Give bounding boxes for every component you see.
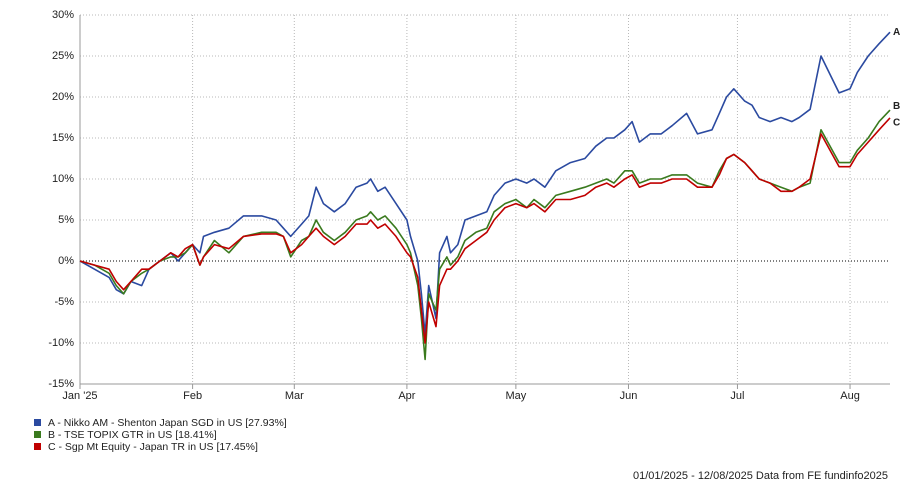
x-tick-label: May	[505, 390, 526, 402]
end-label: C	[893, 118, 900, 129]
y-tick-label: -5%	[54, 296, 74, 308]
y-tick-label: 0%	[58, 255, 74, 267]
y-tick-label: 25%	[52, 50, 74, 62]
x-tick-label: Jul	[730, 390, 744, 402]
x-tick-label: Jan '25	[62, 390, 97, 402]
y-tick-label: 10%	[52, 173, 74, 185]
y-tick-label: -15%	[48, 378, 74, 390]
legend-label: C - Sgp Mt Equity - Japan TR in US [17.4…	[48, 441, 258, 453]
x-tick-label: Feb	[183, 390, 202, 402]
y-tick-label: 15%	[52, 132, 74, 144]
x-tick-label: Mar	[285, 390, 304, 402]
y-tick-label: 20%	[52, 91, 74, 103]
series-line	[79, 31, 891, 336]
y-tick-label: 30%	[52, 9, 74, 21]
legend-swatch	[34, 419, 41, 426]
series-line	[79, 117, 891, 344]
x-tick-label: Aug	[840, 390, 860, 402]
end-label: A	[893, 27, 900, 38]
y-tick-label: 5%	[58, 214, 74, 226]
footnote: 01/01/2025 - 12/08/2025 Data from FE fun…	[633, 470, 888, 482]
series-line	[79, 109, 891, 361]
y-tick-label: -10%	[48, 337, 74, 349]
legend-label: B - TSE TOPIX GTR in US [18.41%]	[48, 429, 217, 441]
x-tick-label: Jun	[620, 390, 638, 402]
legend-label: A - Nikko AM - Shenton Japan SGD in US […	[48, 417, 287, 429]
end-label: B	[893, 101, 900, 112]
legend-swatch	[34, 431, 41, 438]
x-tick-label: Apr	[398, 390, 415, 402]
legend-swatch	[34, 443, 41, 450]
